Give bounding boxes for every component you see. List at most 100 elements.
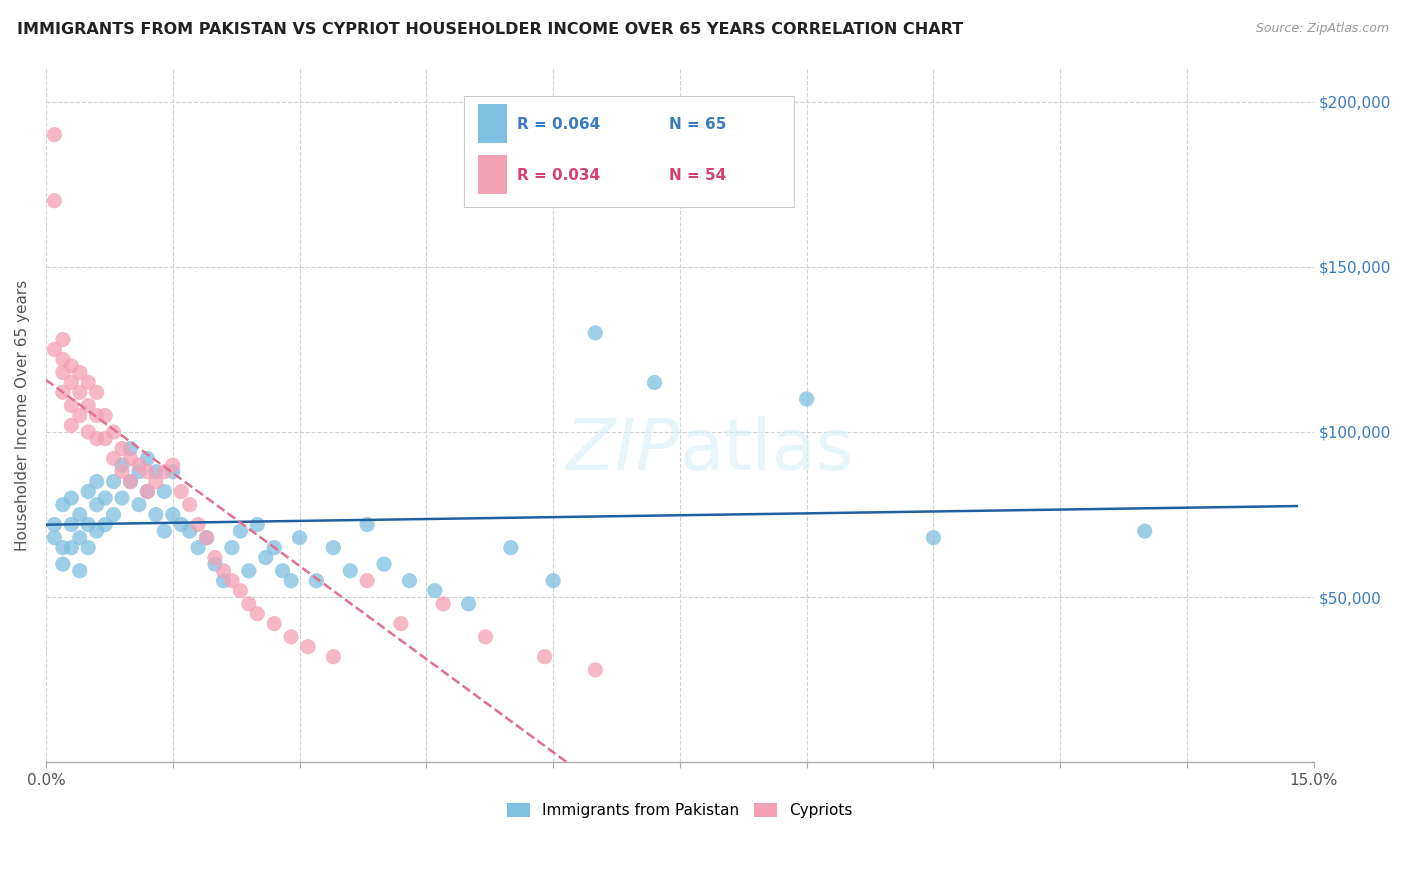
Point <box>44 517 66 532</box>
Point <box>153 484 176 499</box>
Point <box>60 376 83 390</box>
Text: ZIP: ZIP <box>565 416 681 484</box>
Point <box>77 399 100 413</box>
Point <box>288 531 311 545</box>
Point <box>77 425 100 439</box>
Point <box>86 409 108 423</box>
Point <box>136 465 159 479</box>
Point <box>77 541 100 555</box>
Point <box>221 541 243 555</box>
Point <box>52 557 75 571</box>
Point <box>60 541 83 555</box>
Point <box>60 399 83 413</box>
Point <box>212 564 235 578</box>
Point <box>263 541 285 555</box>
Point <box>187 517 209 532</box>
Point <box>86 498 108 512</box>
Point <box>796 392 818 406</box>
Point <box>103 425 125 439</box>
Y-axis label: Householder Income Over 65 years: Householder Income Over 65 years <box>15 280 30 551</box>
Point <box>305 574 328 588</box>
Point <box>94 409 117 423</box>
Point <box>187 541 209 555</box>
Point <box>111 458 134 472</box>
Point <box>204 550 226 565</box>
Point <box>60 517 83 532</box>
Point <box>44 128 66 142</box>
Point <box>263 616 285 631</box>
Point <box>136 484 159 499</box>
Point <box>52 541 75 555</box>
Point <box>1133 524 1156 538</box>
Point <box>77 517 100 532</box>
Point <box>60 491 83 505</box>
Point <box>86 432 108 446</box>
Point <box>86 524 108 538</box>
Point <box>297 640 319 654</box>
Point <box>52 498 75 512</box>
Point <box>120 451 142 466</box>
Point <box>128 498 150 512</box>
Point <box>44 531 66 545</box>
Point <box>583 326 606 340</box>
Point <box>583 663 606 677</box>
Point <box>170 517 193 532</box>
Point <box>922 531 945 545</box>
Point <box>280 630 302 644</box>
Point <box>145 508 167 522</box>
Point <box>60 418 83 433</box>
Point <box>94 517 117 532</box>
Legend: Immigrants from Pakistan, Cypriots: Immigrants from Pakistan, Cypriots <box>501 797 859 824</box>
Point <box>170 484 193 499</box>
Point <box>103 508 125 522</box>
Point <box>162 508 184 522</box>
Point <box>52 366 75 380</box>
Point <box>474 630 496 644</box>
Text: IMMIGRANTS FROM PAKISTAN VS CYPRIOT HOUSEHOLDER INCOME OVER 65 YEARS CORRELATION: IMMIGRANTS FROM PAKISTAN VS CYPRIOT HOUS… <box>17 22 963 37</box>
Point <box>153 465 176 479</box>
Point <box>111 491 134 505</box>
Point <box>128 465 150 479</box>
Point <box>103 475 125 489</box>
Point <box>111 442 134 456</box>
Point <box>179 524 201 538</box>
Point <box>77 484 100 499</box>
Point <box>69 409 91 423</box>
Point <box>94 432 117 446</box>
Point <box>356 517 378 532</box>
Point <box>128 458 150 472</box>
Point <box>162 458 184 472</box>
Point <box>221 574 243 588</box>
Point <box>238 564 260 578</box>
Point <box>212 574 235 588</box>
Point <box>229 524 252 538</box>
Text: atlas: atlas <box>681 416 855 484</box>
Point <box>44 194 66 208</box>
Point <box>145 465 167 479</box>
Point <box>145 475 167 489</box>
Point <box>229 583 252 598</box>
Point <box>457 597 479 611</box>
Point <box>271 564 294 578</box>
Point <box>86 385 108 400</box>
Point <box>179 498 201 512</box>
Point <box>52 333 75 347</box>
Point <box>204 557 226 571</box>
Point <box>356 574 378 588</box>
Point <box>103 451 125 466</box>
Point <box>44 343 66 357</box>
Point <box>280 574 302 588</box>
Point <box>195 531 218 545</box>
Point <box>69 385 91 400</box>
Point <box>60 359 83 373</box>
Text: Source: ZipAtlas.com: Source: ZipAtlas.com <box>1256 22 1389 36</box>
Point <box>322 541 344 555</box>
Point <box>322 649 344 664</box>
Point <box>373 557 395 571</box>
Point <box>541 574 564 588</box>
Point <box>69 564 91 578</box>
Point <box>111 465 134 479</box>
Point <box>398 574 420 588</box>
Point <box>120 475 142 489</box>
Point <box>432 597 454 611</box>
